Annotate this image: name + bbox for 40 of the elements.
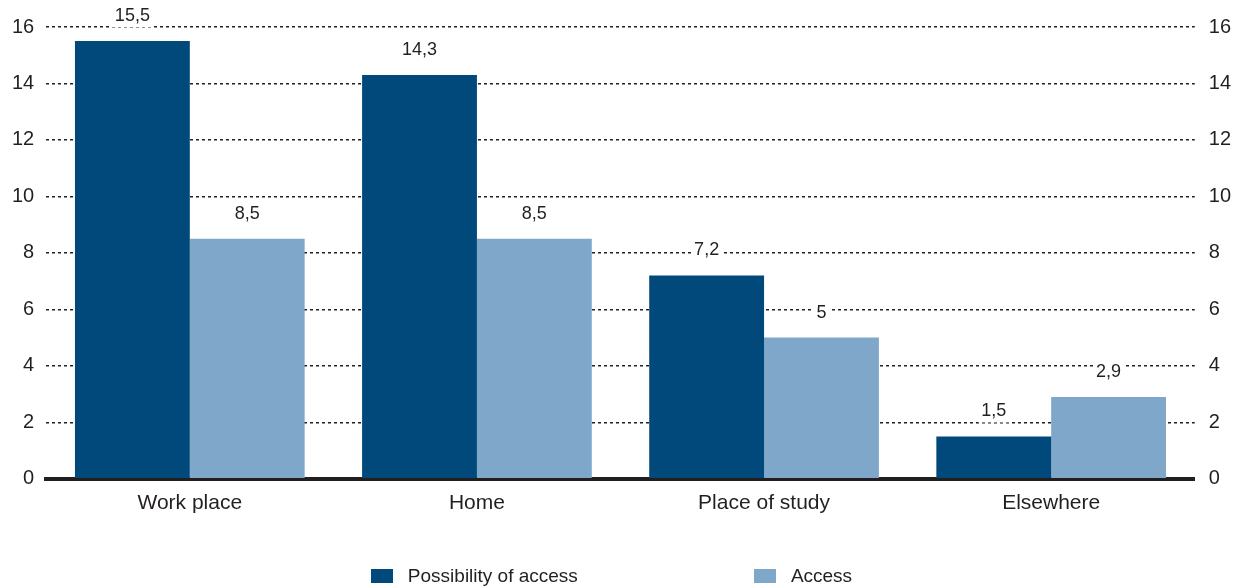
y2-tick-label: 14	[1208, 70, 1231, 93]
bar	[189, 238, 305, 479]
y2-tick-label: 10	[1208, 183, 1231, 206]
bar	[74, 41, 190, 479]
y2-tick-label: 12	[1208, 127, 1231, 150]
y-tick-label: 10	[12, 183, 35, 206]
data-label: 14,3	[401, 38, 438, 59]
y2-tick-label: 2	[1208, 409, 1220, 432]
data-label: 2,9	[1096, 360, 1122, 381]
y2-tick-label: 4	[1208, 353, 1220, 376]
y2-tick-label: 16	[1208, 14, 1231, 37]
legend-label: Access	[790, 565, 853, 587]
data-label: 7,2	[694, 239, 720, 260]
y-tick-label: 12	[12, 127, 35, 150]
bar	[649, 275, 765, 479]
y-tick-label: 8	[23, 240, 35, 263]
y-tick-label: 6	[23, 296, 35, 319]
y2-tick-label: 8	[1208, 240, 1220, 263]
x-tick-label: Work place	[137, 490, 243, 514]
bar	[362, 75, 477, 479]
x-tick-label: Place of study	[698, 490, 831, 514]
y-tick-label: 4	[23, 353, 35, 376]
x-tick-label: Elsewhere	[1002, 490, 1101, 514]
bar	[764, 337, 879, 479]
data-label: 1,5	[981, 400, 1007, 421]
data-label: 5	[816, 301, 827, 322]
bar	[476, 238, 592, 479]
y-tick-label: 16	[12, 14, 35, 37]
bar	[1051, 396, 1167, 479]
y2-tick-label: 6	[1208, 296, 1220, 319]
y-tick-label: 0	[23, 466, 35, 489]
x-tick-label: Home	[448, 490, 505, 514]
legend-label: Possibility of access	[407, 565, 578, 587]
y-tick-label: 14	[12, 70, 35, 93]
y2-tick-label: 0	[1208, 466, 1220, 489]
y-tick-label: 2	[23, 409, 35, 432]
bar	[936, 436, 1052, 479]
data-label: 8,5	[521, 202, 547, 223]
data-label: 15,5	[114, 5, 150, 26]
data-label: 8,5	[234, 202, 260, 223]
